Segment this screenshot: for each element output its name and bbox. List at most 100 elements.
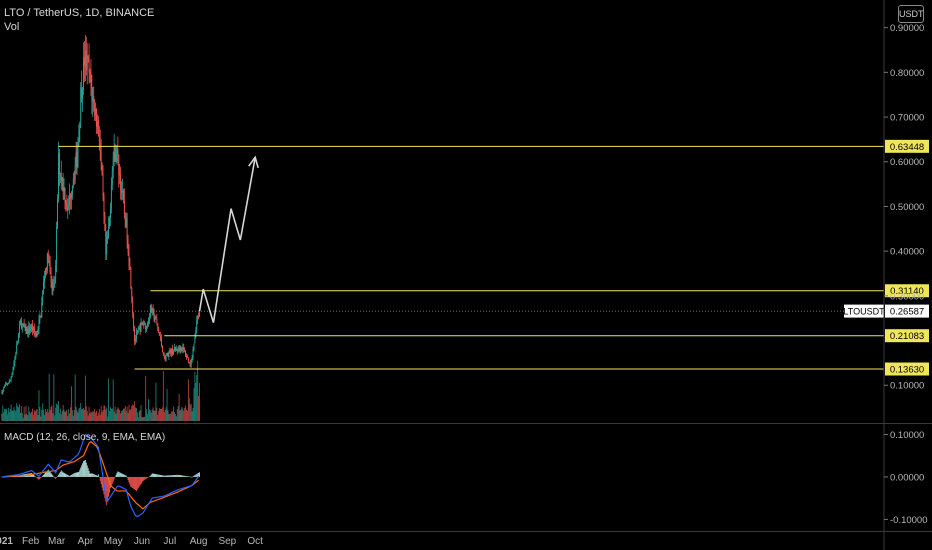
- macd-histogram-bar: [166, 475, 168, 477]
- candle-body: [16, 344, 18, 355]
- macd-histogram-bar: [105, 476, 107, 502]
- currency-button[interactable]: USDT: [898, 5, 924, 23]
- macd-histogram-bar: [190, 476, 192, 478]
- macd-histogram-bar: [171, 475, 173, 477]
- volume-bar: [167, 410, 169, 421]
- candle-body: [67, 205, 69, 211]
- candle-body: [154, 319, 156, 320]
- candle-body: [29, 326, 31, 331]
- x-tick-label: May: [104, 536, 123, 547]
- volume-bar: [109, 411, 110, 421]
- macd-histogram-bar: [107, 476, 109, 501]
- macd-histogram-bar: [83, 460, 85, 477]
- x-tick-label: Apr: [78, 536, 94, 547]
- candle-body: [140, 322, 142, 333]
- candle-body: [104, 215, 106, 231]
- candle-body: [90, 72, 92, 87]
- candle-body: [9, 380, 11, 382]
- candle-body: [161, 345, 163, 353]
- volume-bar: [157, 414, 159, 421]
- volume-bar: [126, 406, 128, 421]
- candle-body: [129, 264, 131, 268]
- macd-indicator-label[interactable]: MACD (12, 26, close, 9, EMA, EMA): [4, 432, 166, 443]
- macd-histogram-bar: [161, 475, 162, 477]
- candle-body: [159, 332, 161, 336]
- macd-histogram-bar: [114, 476, 116, 478]
- macd-histogram-bar: [58, 474, 59, 477]
- volume-bar: [140, 405, 142, 421]
- volume-bar: [172, 411, 174, 421]
- macd-histogram-bar: [90, 473, 92, 477]
- candle-body: [13, 363, 15, 369]
- macd-histogram-bar: [129, 476, 131, 485]
- volume-bar: [122, 410, 123, 421]
- volume-bar: [96, 410, 97, 421]
- volume-bar: [21, 413, 23, 421]
- volume-bar: [191, 411, 193, 421]
- candle-body: [32, 327, 34, 331]
- y-tick-label: 0.70000: [890, 113, 924, 124]
- volume-bar: [149, 410, 151, 421]
- macd-histogram-bar: [97, 474, 99, 477]
- candle-body: [138, 327, 140, 330]
- macd-histogram-bar: [76, 472, 78, 477]
- volume-bar: [110, 409, 112, 421]
- macd-histogram-bar: [174, 475, 175, 477]
- level-price-label: 0.31140: [890, 286, 924, 297]
- volume-bar: [130, 409, 132, 421]
- volume-bar: [81, 409, 83, 421]
- volume-bar: [121, 411, 123, 421]
- macd-histogram-bar: [49, 471, 51, 477]
- last-price-label: 0.26587: [890, 307, 924, 318]
- macd-histogram-bar: [187, 476, 189, 477]
- macd-histogram-bar: [66, 474, 68, 477]
- volume-bar: [128, 404, 130, 421]
- volume-bar: [34, 411, 36, 421]
- candle-body: [74, 165, 76, 180]
- candle-body: [83, 57, 84, 91]
- volume-bar: [189, 404, 191, 421]
- volume-bar: [15, 411, 17, 421]
- volume-bar: [9, 408, 11, 421]
- projection-path: [198, 155, 259, 323]
- candle-body: [10, 376, 12, 381]
- macd-histogram-bar: [88, 470, 90, 477]
- volume-bars: [1, 360, 200, 421]
- volume-bar: [70, 407, 71, 421]
- macd-histogram-bar: [180, 475, 182, 477]
- macd-histogram-bar: [57, 476, 58, 477]
- macd-histogram-bar: [124, 475, 126, 477]
- candle-body: [134, 328, 136, 342]
- candle-body: [73, 178, 75, 180]
- candle-body: [141, 322, 143, 324]
- volume-bar: [6, 408, 7, 421]
- volume-bar: [145, 375, 147, 421]
- candle-body: [139, 327, 141, 333]
- candle-body: [156, 318, 158, 324]
- candle-body: [183, 347, 185, 350]
- macd-histogram-bar: [69, 475, 71, 477]
- x-tick-label: Sep: [218, 536, 236, 547]
- macd-histogram-bar: [51, 474, 53, 477]
- macd-histogram-bar: [128, 476, 130, 483]
- volume-bar: [41, 409, 43, 421]
- candle-body: [174, 347, 176, 350]
- candle-body: [55, 265, 57, 279]
- macd-histogram-bar: [86, 465, 88, 477]
- volume-bar: [188, 398, 190, 421]
- macd-histogram-bar: [139, 476, 141, 486]
- candle-body: [27, 329, 29, 334]
- candle-body: [77, 144, 79, 167]
- candle-body: [88, 58, 90, 73]
- candle-body: [92, 96, 94, 102]
- macd-histogram-bar: [32, 474, 34, 477]
- macd-histogram-bar: [63, 472, 65, 477]
- candle-body: [175, 348, 177, 350]
- candle-body: [191, 357, 193, 362]
- x-tick-label: Feb: [22, 536, 40, 547]
- candle-body: [38, 319, 40, 330]
- volume-bar: [151, 409, 153, 421]
- macd-histogram-bar: [65, 473, 67, 477]
- volume-bar: [3, 412, 5, 421]
- candle-body: [53, 282, 55, 286]
